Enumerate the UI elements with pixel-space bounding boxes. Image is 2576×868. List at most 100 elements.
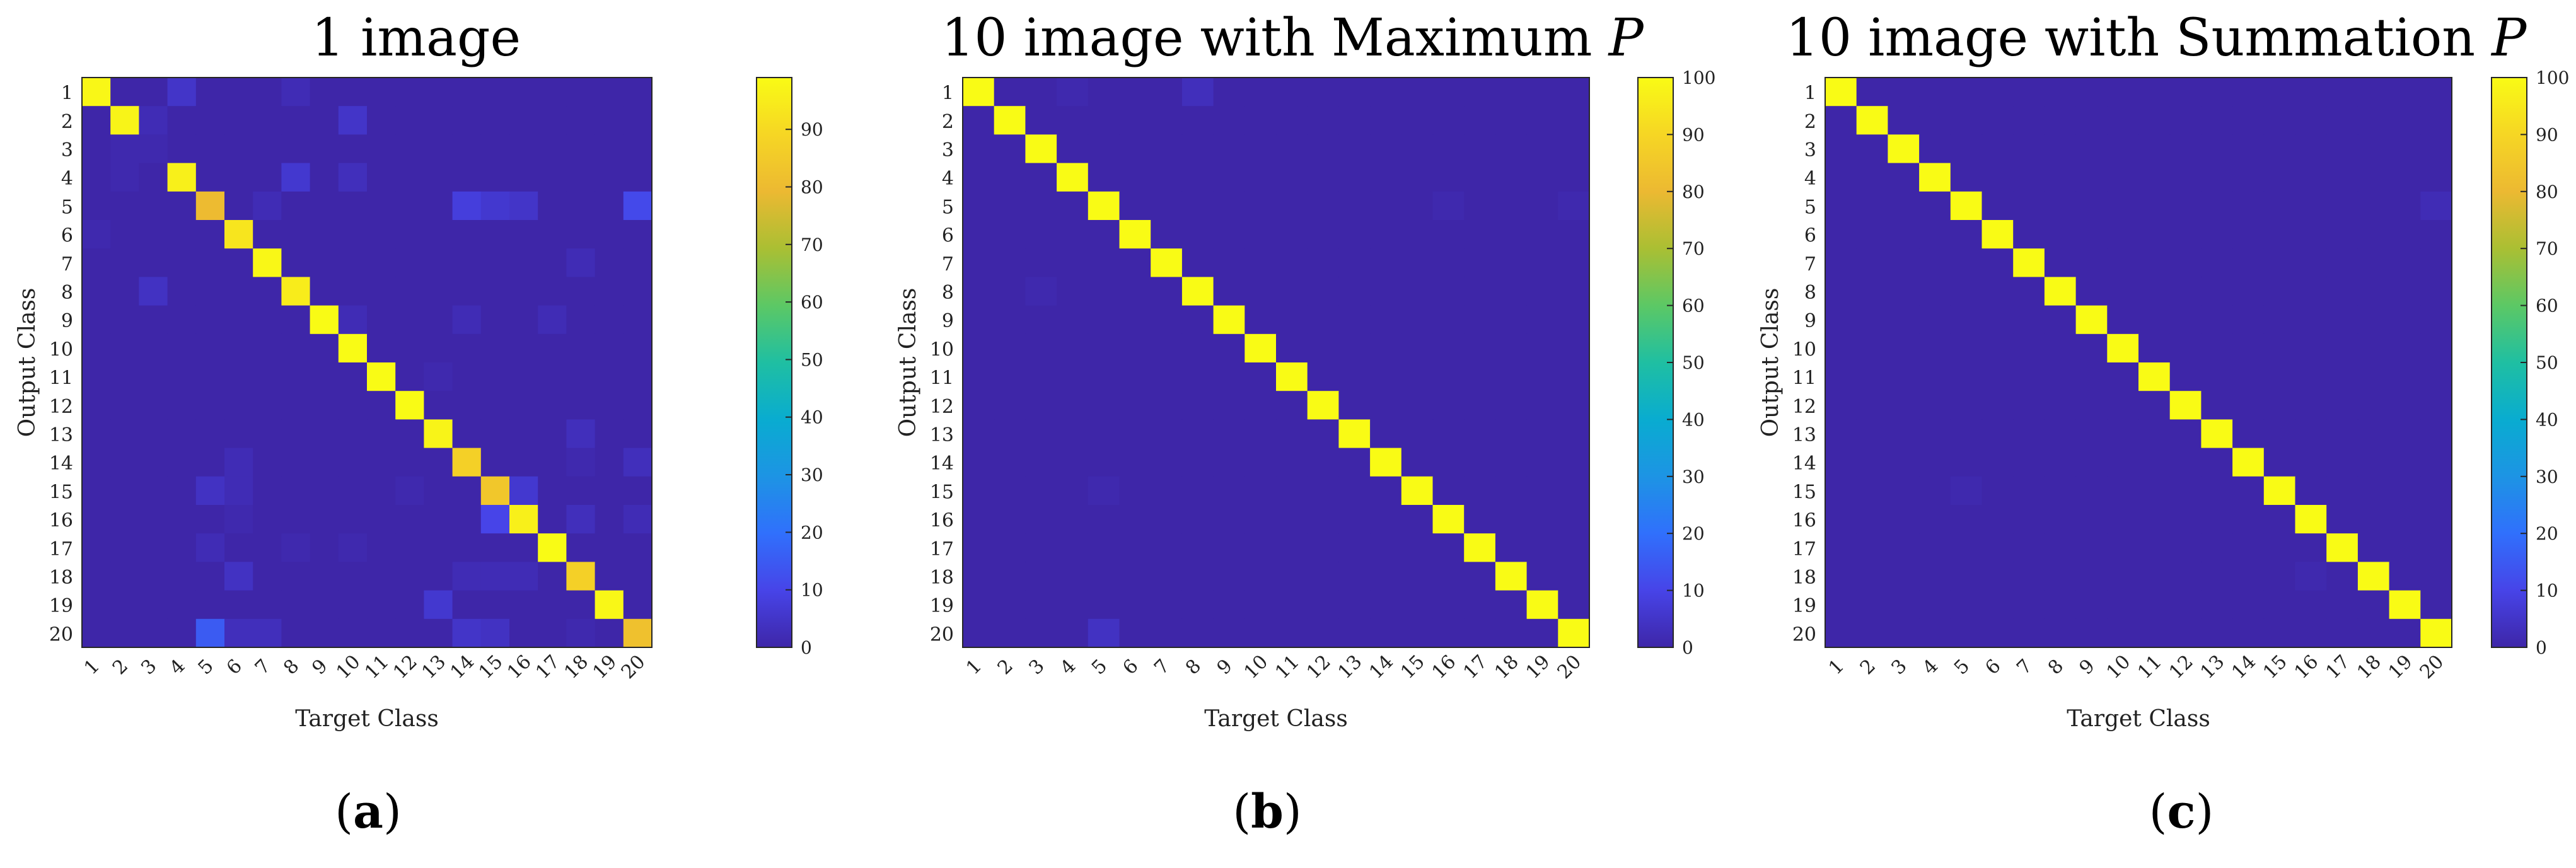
heatmap-cell [1856, 333, 1888, 363]
heatmap-cell [623, 163, 653, 192]
heatmap-cell [1432, 277, 1465, 306]
heatmap-cell [1825, 419, 1857, 449]
heatmap-cell [1401, 191, 1434, 221]
heatmap-cell [623, 106, 653, 135]
heatmap-cell [1213, 106, 1245, 135]
heatmap-cell [139, 391, 168, 420]
heatmap-cell [167, 533, 197, 562]
colorbar-tick-label: 80 [1682, 182, 1705, 202]
heatmap-cell [1119, 277, 1151, 306]
heatmap-cell [1825, 134, 1857, 164]
heatmap-cell [1981, 305, 2014, 335]
heatmap-cell [2326, 391, 2358, 420]
heatmap-cell [1825, 476, 1857, 506]
heatmap-cell [963, 618, 995, 648]
heatmap-cell [1558, 562, 1590, 591]
heatmap-cell [1276, 134, 1308, 164]
heatmap-cell [1558, 191, 1590, 221]
heatmap-cell [1464, 476, 1496, 506]
colorbar [756, 77, 792, 648]
heatmap-cell [2295, 391, 2327, 420]
heatmap-cell [2295, 590, 2327, 620]
heatmap-cell [2013, 191, 2045, 221]
heatmap-cell [509, 362, 538, 391]
heatmap-cell [2201, 476, 2233, 506]
heatmap-cell [1370, 448, 1402, 477]
heatmap-cell [1526, 362, 1558, 391]
heatmap-cell [2107, 391, 2139, 420]
heatmap-cell [2357, 419, 2390, 449]
heatmap-cell [424, 533, 453, 562]
heatmap-cell [139, 533, 168, 562]
heatmap-cell [2169, 533, 2202, 562]
heatmap-cell [224, 106, 253, 135]
heatmap-cell [1432, 106, 1465, 135]
heatmap-cell [2232, 134, 2265, 164]
heatmap-cell [139, 134, 168, 164]
heatmap-cell [509, 618, 538, 648]
heatmap-cell [1825, 163, 1857, 192]
heatmap-cell [82, 618, 111, 648]
heatmap-cell [452, 333, 482, 363]
heatmap-cell [1558, 590, 1590, 620]
x-tick-label: 4 [165, 655, 189, 679]
heatmap-cell [1401, 448, 1434, 477]
heatmap-cell [566, 134, 596, 164]
heatmap-cell [1213, 78, 1245, 107]
heatmap-cell [1088, 277, 1120, 306]
heatmap-cell [167, 562, 197, 591]
heatmap-cell [139, 362, 168, 391]
heatmap-cell [1088, 134, 1120, 164]
heatmap-cell [2169, 419, 2202, 449]
heatmap-cell [1950, 333, 1983, 363]
heatmap-cell [1151, 106, 1183, 135]
heatmap-cell [2201, 533, 2233, 562]
heatmap-cell [1213, 562, 1245, 591]
heatmap-cell [338, 448, 368, 477]
heatmap-cell [1057, 391, 1089, 420]
heatmap-cell [1464, 333, 1496, 363]
heatmap-cell [110, 248, 139, 277]
heatmap-cell [1213, 191, 1245, 221]
heatmap-cell [1495, 134, 1528, 164]
heatmap-cell [310, 333, 339, 363]
heatmap-cell [1981, 248, 2014, 277]
heatmap-cell [1888, 305, 1920, 335]
heatmap-cell [1950, 78, 1983, 107]
heatmap-cell [281, 134, 311, 164]
heatmap-cell [452, 391, 482, 420]
heatmap-cell [1401, 277, 1434, 306]
heatmap-cell [139, 562, 168, 591]
y-tick-label: 12 [1792, 396, 1816, 418]
heatmap-cell [2138, 134, 2171, 164]
heatmap-cell [2075, 248, 2108, 277]
heatmap-cell [538, 448, 567, 477]
heatmap-cell [167, 305, 197, 335]
colorbar-tick-label: 30 [2536, 466, 2558, 487]
heatmap-cell [2357, 391, 2390, 420]
x-tick-label: 9 [2075, 655, 2099, 679]
heatmap-cell [2232, 362, 2265, 391]
heatmap-cell [2044, 590, 2077, 620]
heatmap-cell [2169, 391, 2202, 420]
heatmap-cell [253, 362, 282, 391]
heatmap-cell [623, 78, 653, 107]
heatmap-cell [338, 305, 368, 335]
heatmap-cell [1088, 419, 1120, 449]
y-tick-label: 7 [942, 253, 954, 275]
heatmap-cell [538, 476, 567, 506]
heatmap-cell [2295, 505, 2327, 534]
heatmap-cell [253, 505, 282, 534]
heatmap-cell [1307, 305, 1339, 335]
heatmap-cell [2044, 134, 2077, 164]
heatmap-cell [2201, 391, 2233, 420]
heatmap-cell [1526, 476, 1558, 506]
heatmap-cell [1307, 333, 1339, 363]
heatmap-cell [2420, 618, 2452, 648]
heatmap-cell [110, 391, 139, 420]
heatmap-cell [310, 163, 339, 192]
chart-title: 10 image with Summation P [1786, 8, 2527, 68]
heatmap-cell [1213, 362, 1245, 391]
heatmap-cell [281, 562, 311, 591]
heatmap-cell [480, 191, 510, 221]
